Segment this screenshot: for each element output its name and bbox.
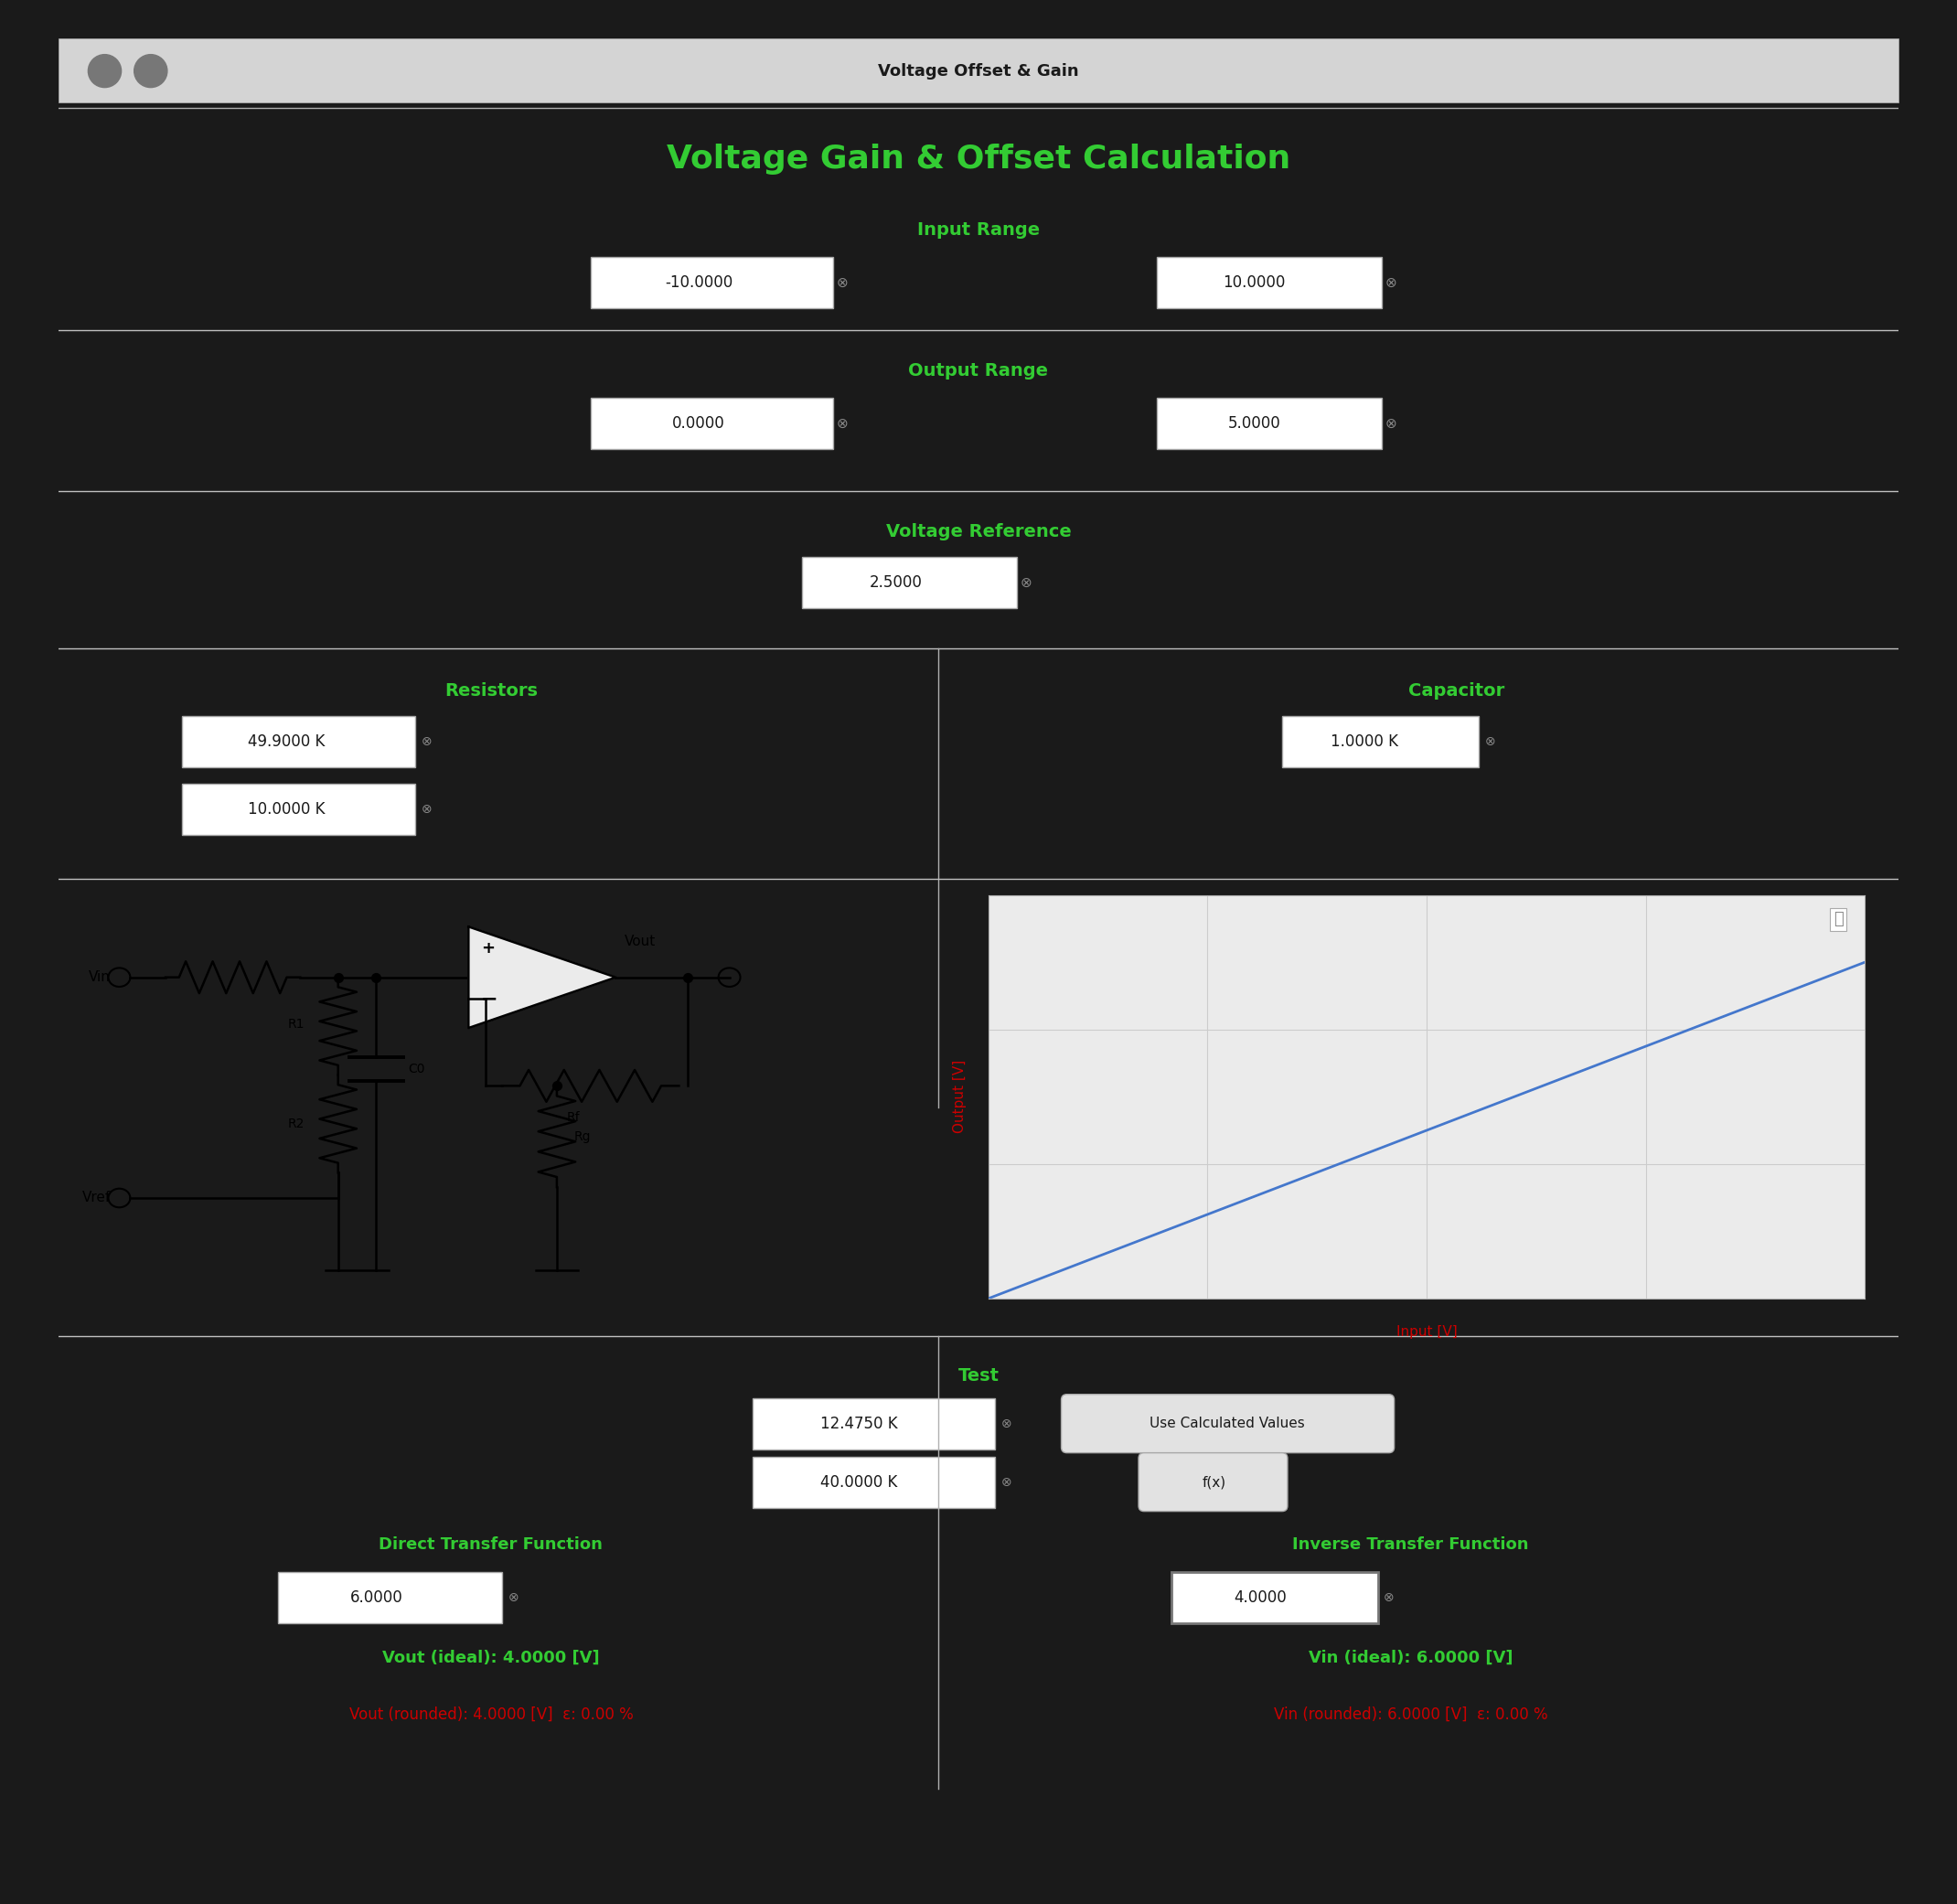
Text: Zero Scale: Zero Scale (495, 274, 583, 291)
Text: ⊗: ⊗ (1020, 575, 1031, 590)
Text: ⊗: ⊗ (1000, 1476, 1012, 1489)
Text: Vin (ideal): 6.0000 [V]: Vin (ideal): 6.0000 [V] (1309, 1649, 1513, 1666)
Text: 12.4750 K: 12.4750 K (820, 1415, 898, 1432)
FancyBboxPatch shape (751, 1398, 994, 1449)
Text: Full Scale: Full Scale (1006, 274, 1084, 291)
Text: ⊗: ⊗ (1485, 735, 1495, 748)
FancyBboxPatch shape (182, 716, 415, 767)
FancyBboxPatch shape (802, 558, 1018, 609)
Text: ⊗: ⊗ (1386, 417, 1397, 430)
Text: Voltage Reference: Voltage Reference (887, 524, 1070, 541)
Text: Vout = 0.25 * Vi + 2.50: Vout = 0.25 * Vi + 2.50 (1331, 946, 1509, 962)
Text: Rg: Rg (722, 1474, 744, 1491)
Polygon shape (468, 927, 616, 1028)
Text: Vref: Vref (82, 1192, 112, 1205)
Circle shape (135, 55, 166, 88)
FancyBboxPatch shape (591, 257, 834, 308)
Text: 10.0000 K: 10.0000 K (249, 802, 325, 817)
Text: [V]: [V] (1421, 274, 1442, 291)
Text: Vin: Vin (88, 971, 112, 984)
Text: Rg: 40.000 K [Ω]: Rg: 40.000 K [Ω] (611, 802, 748, 817)
Text: 6.0000: 6.0000 (350, 1590, 403, 1605)
Circle shape (88, 55, 121, 88)
Text: f(x): f(x) (1202, 1476, 1225, 1489)
Text: 10.0000: 10.0000 (1223, 274, 1286, 291)
FancyBboxPatch shape (591, 398, 834, 449)
Text: ⊗: ⊗ (836, 417, 847, 430)
Text: Reference Voltage: Reference Voltage (644, 575, 795, 590)
Text: Voltage Gain & Offset Calculation: Voltage Gain & Offset Calculation (667, 143, 1290, 175)
Text: −: − (481, 990, 499, 1009)
Text: Inverse Transfer Function: Inverse Transfer Function (1294, 1537, 1528, 1552)
X-axis label: Input [V]: Input [V] (1395, 1325, 1458, 1339)
Text: Rolloff Frequency: Rolloff Frequency (969, 733, 1112, 750)
Text: Rf: Rf (568, 1112, 581, 1123)
Text: Capacitor: Capacitor (1409, 682, 1505, 699)
FancyBboxPatch shape (1157, 398, 1382, 449)
Text: [Ω]: [Ω] (452, 802, 476, 817)
Text: 5.0000: 5.0000 (1229, 415, 1280, 432)
Text: 49.9000 K: 49.9000 K (249, 733, 325, 750)
Text: ⊗: ⊗ (836, 276, 847, 289)
Text: Voltage Offset & Gain: Voltage Offset & Gain (879, 63, 1078, 80)
Text: Vin: Vin (245, 1590, 270, 1605)
FancyBboxPatch shape (278, 1571, 503, 1622)
Text: [V]: [V] (536, 1590, 560, 1605)
Text: 0.0000: 0.0000 (673, 415, 726, 432)
Text: C0: C0 (407, 1062, 425, 1076)
FancyBboxPatch shape (1282, 716, 1479, 767)
Text: ⧉: ⧉ (1834, 910, 1843, 927)
Text: Vout: Vout (1125, 1590, 1162, 1605)
Text: 40.0000 K: 40.0000 K (820, 1474, 898, 1491)
FancyBboxPatch shape (1139, 1453, 1288, 1512)
Text: 1.0000 K: 1.0000 K (1331, 733, 1399, 750)
Text: [V]: [V] (877, 274, 900, 291)
Text: Resistors: Resistors (444, 682, 538, 699)
Text: Vout (ideal): 4.0000 [V]: Vout (ideal): 4.0000 [V] (382, 1649, 599, 1666)
FancyBboxPatch shape (59, 38, 1898, 103)
Text: Direct Transfer Function: Direct Transfer Function (380, 1537, 603, 1552)
FancyBboxPatch shape (751, 1457, 994, 1508)
Y-axis label: Output [V]: Output [V] (953, 1061, 967, 1133)
Text: [Hz]: [Hz] (1515, 733, 1546, 750)
Text: R2: R2 (288, 1118, 305, 1131)
Text: [Ω]: [Ω] (452, 733, 476, 750)
Text: Vin (rounded): 6.0000 [V]  ε: 0.00 %: Vin (rounded): 6.0000 [V] ε: 0.00 % (1274, 1706, 1548, 1723)
Text: ⊗: ⊗ (1000, 1417, 1012, 1430)
Text: Vout: Vout (624, 935, 656, 948)
Text: Use Calculated Values: Use Calculated Values (1149, 1417, 1305, 1430)
Text: [V]: [V] (1413, 1590, 1434, 1605)
Text: C0: 3.189 n [F]: C0: 3.189 n [F] (1650, 733, 1773, 750)
Text: Output Range: Output Range (908, 362, 1049, 379)
Text: R2: 12.475 K [Ω]: R2: 12.475 K [Ω] (611, 733, 748, 750)
Text: 4.0000: 4.0000 (1233, 1590, 1286, 1605)
FancyBboxPatch shape (1157, 257, 1382, 308)
Text: [V]: [V] (1055, 575, 1078, 590)
Text: ⊗: ⊗ (507, 1592, 519, 1603)
FancyBboxPatch shape (1061, 1394, 1393, 1453)
Text: R2: R2 (720, 1415, 744, 1432)
Text: R1: R1 (133, 733, 155, 750)
Text: ⊗: ⊗ (1386, 276, 1397, 289)
Text: Test: Test (957, 1367, 1000, 1384)
Text: ⊗: ⊗ (421, 735, 432, 748)
Text: Input Range: Input Range (918, 221, 1039, 238)
Text: Rg: Rg (573, 1131, 591, 1142)
Text: Transfer Function: Transfer Function (1339, 914, 1501, 931)
Text: [V]: [V] (1421, 415, 1442, 432)
Text: +: + (481, 941, 495, 956)
FancyBboxPatch shape (182, 784, 415, 836)
Text: -10.0000: -10.0000 (665, 274, 732, 291)
Text: R1: R1 (288, 1019, 305, 1030)
Text: ⊗: ⊗ (421, 803, 432, 815)
Text: Rf: Rf (133, 802, 149, 817)
Text: Vout (rounded): 4.0000 [V]  ε: 0.00 %: Vout (rounded): 4.0000 [V] ε: 0.00 % (348, 1706, 634, 1723)
FancyBboxPatch shape (1172, 1571, 1378, 1622)
Text: Zero Scale: Zero Scale (495, 415, 583, 432)
Text: [V]: [V] (877, 415, 900, 432)
Text: ⊗: ⊗ (1384, 1592, 1393, 1603)
Text: Full Scale: Full Scale (1006, 415, 1084, 432)
Text: 2.5000: 2.5000 (869, 575, 922, 590)
